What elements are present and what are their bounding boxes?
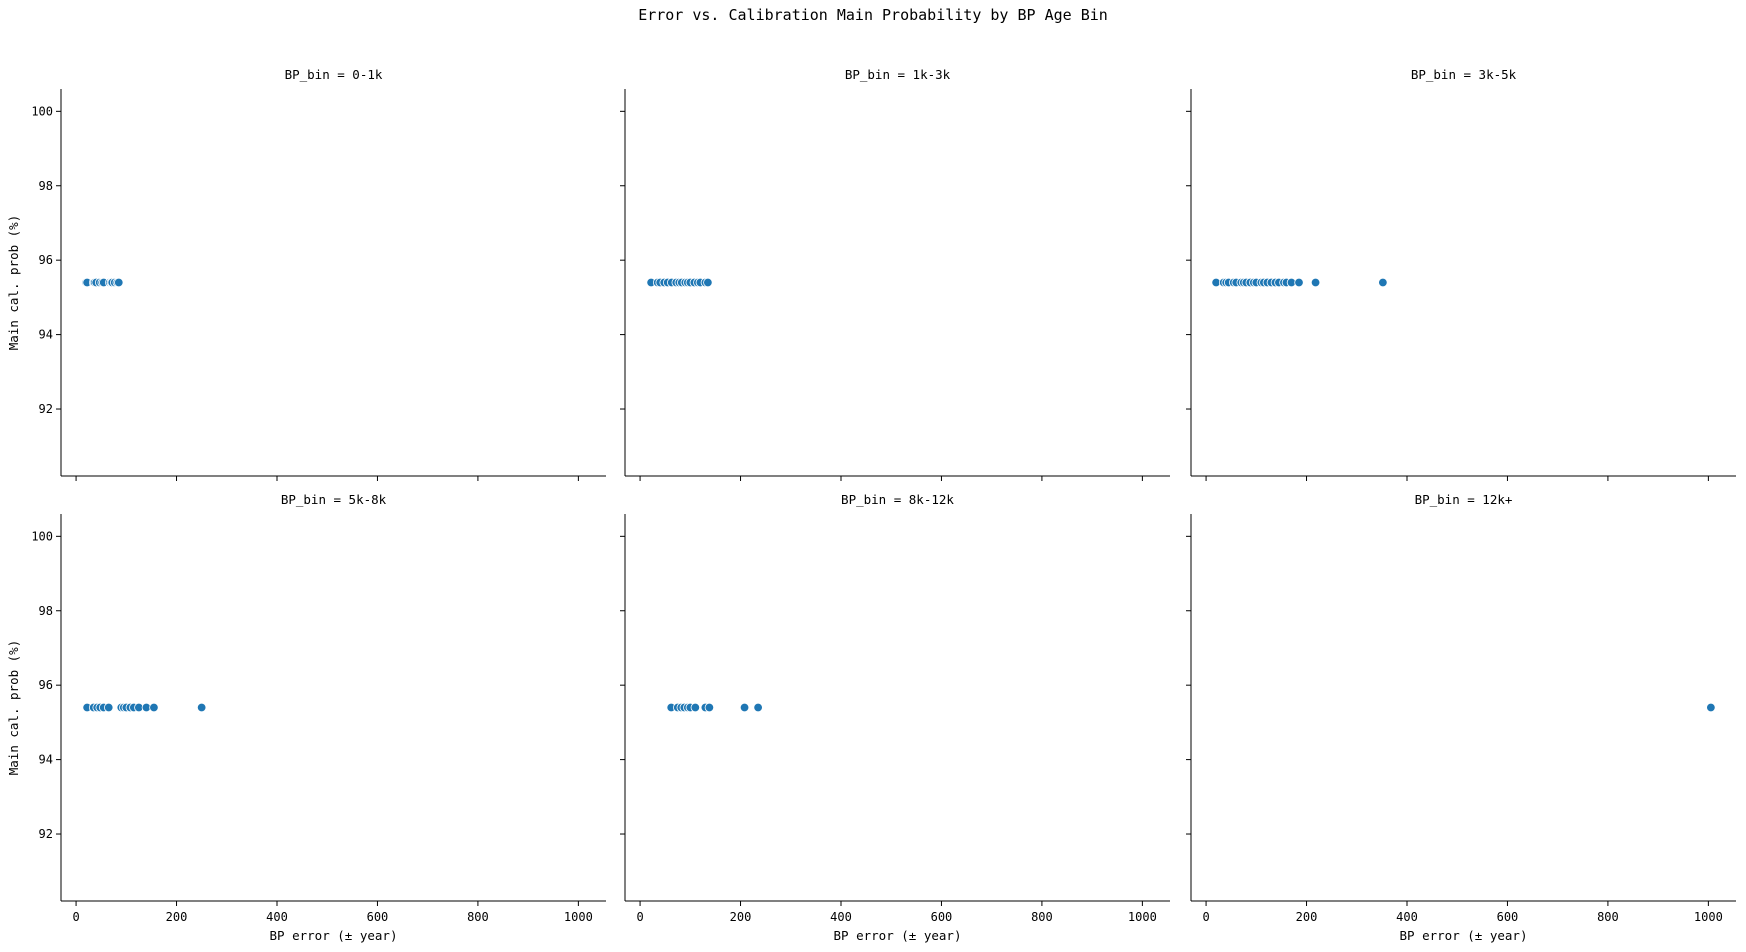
- y-tick-label: 94: [39, 328, 53, 342]
- y-tick-label: 92: [39, 827, 53, 841]
- x-tick-label: 800: [1031, 910, 1053, 924]
- data-point: [703, 277, 713, 288]
- x-tick-label: 800: [467, 910, 489, 924]
- y-tick-label: 92: [39, 402, 53, 416]
- facet-panel: BP_bin = 1k-3k: [620, 67, 1170, 481]
- y-tick-label: 96: [39, 678, 53, 692]
- facet-panel: BP_bin = 12k+ 0 200 400 600 800 1000 BP error (…: [1186, 492, 1736, 943]
- y-tick-label: 98: [39, 604, 53, 618]
- facet-title: BP_bin = 0-1k: [285, 67, 383, 82]
- x-tick-label: 1000: [564, 910, 593, 924]
- data-point: [149, 702, 159, 713]
- data-point: [1310, 277, 1321, 288]
- y-tick-label: 94: [39, 753, 53, 767]
- x-tick-label: 0: [1202, 910, 1209, 924]
- y-tick-label: 96: [39, 253, 53, 267]
- y-tick-label: 98: [39, 179, 53, 193]
- facet-panel: BP_bin = 3k-5k: [1186, 67, 1736, 481]
- data-point: [1294, 277, 1304, 288]
- data-point: [196, 702, 207, 713]
- x-tick-label: 0: [636, 910, 643, 924]
- data-point: [1706, 702, 1716, 713]
- data-point: [690, 702, 701, 713]
- figure-title: Error vs. Calibration Main Probability b…: [638, 6, 1108, 24]
- facet-panel: BP_bin = 8k-12k 0 200 400 600 800 1000 BP error…: [620, 492, 1170, 943]
- x-axis-label: BP error (± year): [834, 928, 962, 943]
- x-tick-label: 600: [931, 910, 953, 924]
- x-tick-label: 600: [367, 910, 389, 924]
- data-point: [104, 702, 114, 713]
- facet-title: BP_bin = 3k-5k: [1411, 67, 1517, 82]
- y-axis-label: Main cal. prob (%): [6, 640, 21, 775]
- x-axis-label: BP error (± year): [270, 928, 398, 943]
- y-tick-label: 100: [31, 529, 53, 543]
- x-tick-label: 600: [1497, 910, 1519, 924]
- facet-title: BP_bin = 8k-12k: [841, 492, 954, 507]
- data-point: [704, 702, 715, 713]
- y-axis-label: Main cal. prob (%): [6, 215, 21, 350]
- facet-panel: BP_bin = 5k-8k 0 200 400 600 800 1000 92 94 96 98 1…: [6, 492, 606, 943]
- data-point: [1378, 277, 1388, 288]
- facet-title: BP_bin = 5k-8k: [281, 492, 387, 507]
- data-point: [739, 702, 750, 713]
- x-tick-label: 1000: [1128, 910, 1157, 924]
- x-axis-label: BP error (± year): [1400, 928, 1528, 943]
- x-tick-label: 0: [72, 910, 79, 924]
- data-point: [114, 277, 124, 288]
- x-tick-label: 200: [166, 910, 188, 924]
- x-tick-label: 200: [730, 910, 752, 924]
- facet-panel: BP_bin = 0-1k 92 94 96 98 100 Main cal. prob (…: [6, 67, 606, 481]
- x-tick-label: 1000: [1694, 910, 1723, 924]
- facet-title: BP_bin = 1k-3k: [845, 67, 951, 82]
- x-tick-label: 400: [1396, 910, 1418, 924]
- x-tick-label: 400: [830, 910, 852, 924]
- y-tick-label: 100: [31, 104, 53, 118]
- x-tick-label: 400: [266, 910, 288, 924]
- x-tick-label: 200: [1296, 910, 1318, 924]
- facet-title: BP_bin = 12k+: [1415, 492, 1513, 507]
- x-tick-label: 800: [1597, 910, 1619, 924]
- data-point: [753, 702, 763, 713]
